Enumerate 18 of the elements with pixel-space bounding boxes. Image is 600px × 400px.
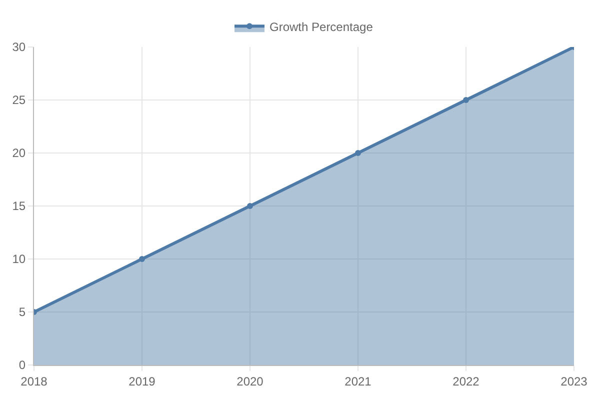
x-tick-label: 2023 [560, 374, 588, 388]
y-tick-label: 25 [12, 93, 26, 108]
legend-label: Growth Percentage [270, 20, 374, 34]
y-tick-label: 10 [12, 252, 26, 266]
y-tick-label: 30 [12, 40, 26, 54]
y-tick-label: 15 [12, 199, 26, 214]
x-tick-label: 2021 [344, 374, 372, 388]
x-tick-label: 2019 [128, 374, 156, 388]
point [463, 97, 469, 103]
y-tick-label: 5 [18, 305, 26, 320]
point [247, 203, 253, 209]
y-tick-label: 0 [18, 358, 26, 372]
point [355, 150, 361, 156]
y-tick-label: 20 [12, 146, 26, 160]
point [139, 256, 145, 262]
x-tick-label: 2020 [236, 374, 264, 388]
x-tick-label: 2022 [452, 374, 480, 388]
x-tick-label: 2018 [20, 374, 48, 388]
